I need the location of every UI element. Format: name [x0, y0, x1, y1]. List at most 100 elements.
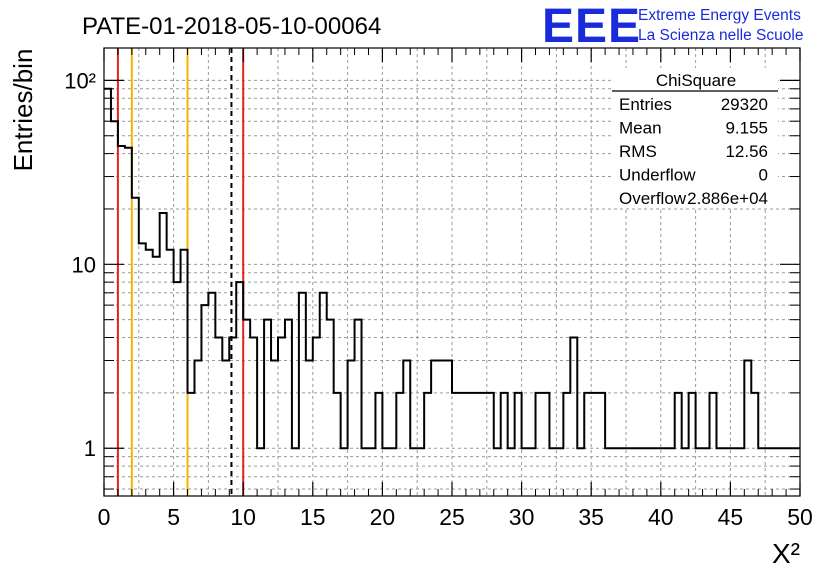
histogram-bin	[723, 448, 730, 496]
histogram-bin	[257, 448, 264, 496]
histogram-bin	[682, 448, 689, 496]
histogram-bin	[334, 393, 341, 496]
histogram-bin	[201, 305, 208, 496]
histogram-bin	[508, 448, 515, 496]
eee-logo-line1: Extreme Energy Events	[638, 7, 801, 24]
histogram-bin	[243, 320, 250, 496]
histogram-bin	[549, 448, 556, 496]
histogram-bin	[710, 393, 717, 496]
histogram-bin	[382, 448, 389, 496]
histogram-bin	[751, 393, 758, 496]
y-axis-label: Entries/bin	[8, 49, 38, 172]
histogram-bin	[668, 448, 675, 496]
histogram-outline	[104, 87, 800, 450]
x-tick-label: 15	[300, 504, 326, 530]
histogram-bin	[445, 360, 452, 496]
histogram-bin	[675, 393, 682, 496]
histogram-bin	[703, 448, 710, 496]
histogram-bin	[570, 338, 577, 496]
histogram-bin	[111, 121, 118, 496]
histogram-bin	[403, 360, 410, 496]
histogram-bin	[730, 448, 737, 496]
eee-logo-line2: La Scienza nelle Scuole	[638, 27, 803, 44]
histogram-bin	[410, 448, 417, 496]
histogram-bin	[633, 448, 640, 496]
histogram-bin	[125, 148, 132, 496]
histogram-bin	[174, 282, 181, 496]
histogram-bin	[362, 448, 369, 496]
histogram-bin	[118, 146, 125, 496]
histogram-bin	[167, 250, 174, 496]
stats-row-value: 12.56	[725, 142, 768, 161]
histogram-bin	[181, 250, 188, 496]
histogram-bin	[501, 393, 508, 496]
y-tick-label: 10	[72, 252, 96, 277]
histogram-bin	[327, 320, 334, 496]
histogram-bin	[716, 448, 723, 496]
histogram-bin	[772, 448, 779, 496]
histogram-bin	[222, 360, 229, 496]
histogram-bin	[619, 448, 626, 496]
histogram-bin	[480, 393, 487, 496]
x-tick-label: 35	[578, 504, 604, 530]
histogram-bin	[563, 393, 570, 496]
x-tick-label: 50	[787, 504, 813, 530]
histogram-bin	[285, 320, 292, 496]
histogram-bin	[556, 448, 563, 496]
reference-lines	[116, 48, 245, 496]
histogram-bin	[466, 393, 473, 496]
stats-row-label: Mean	[619, 119, 662, 138]
histogram-bin	[737, 448, 744, 496]
histogram-bin	[375, 393, 382, 496]
eee-logo-letters: EEE	[542, 0, 641, 53]
histogram-bin	[431, 360, 438, 496]
histogram-bin	[229, 338, 236, 496]
histogram-bin	[208, 293, 215, 496]
histogram-bin	[194, 360, 201, 496]
histogram-bin	[529, 448, 536, 496]
histogram-bin	[584, 393, 591, 496]
histogram-bin	[640, 448, 647, 496]
y-tick-label: 10²	[64, 68, 96, 93]
histogram-bin	[236, 282, 243, 496]
histogram-bin	[313, 338, 320, 496]
stats-row-label: Overflow	[619, 189, 687, 208]
histogram-bin	[348, 360, 355, 496]
stats-row-value: 29320	[721, 95, 768, 114]
histogram-bin	[368, 448, 375, 496]
histogram-bin	[605, 448, 612, 496]
x-tick-label: 10	[230, 504, 256, 530]
histogram-bin	[598, 393, 605, 496]
x-tick-label: 45	[718, 504, 744, 530]
histogram-bin	[299, 293, 306, 496]
histogram-bin	[577, 448, 584, 496]
histogram-bin	[320, 293, 327, 496]
histogram-bin	[612, 448, 619, 496]
stats-box: ChiSquare Entries 29320 Mean 9.155 RMS 12.56 U…	[612, 68, 778, 208]
histogram-bin	[647, 448, 654, 496]
histogram-bin	[473, 393, 480, 496]
histogram-bin	[389, 448, 396, 496]
histogram-bin	[522, 448, 529, 496]
histogram-bin	[278, 338, 285, 496]
x-tick-label: 20	[370, 504, 396, 530]
histogram-bin	[654, 448, 661, 496]
histogram-bin	[744, 360, 751, 496]
histogram-bin	[452, 393, 459, 496]
histogram-bin	[250, 338, 257, 496]
histogram-bin	[438, 360, 445, 496]
histogram-bin	[355, 320, 362, 496]
histogram-bin	[779, 448, 786, 496]
histogram-bin	[264, 320, 271, 496]
histogram-bin	[536, 393, 543, 496]
histogram-bin	[153, 257, 160, 496]
histogram-bin	[661, 448, 668, 496]
histogram-bin	[292, 448, 299, 496]
stats-row-label: Underflow	[619, 166, 696, 185]
eee-logo: EEE Extreme Energy Events La Scienza nel…	[542, 0, 803, 53]
histogram-bin	[424, 393, 431, 496]
x-tick-label: 5	[167, 504, 180, 530]
histogram-bin	[417, 448, 424, 496]
histogram-bin	[139, 243, 146, 496]
